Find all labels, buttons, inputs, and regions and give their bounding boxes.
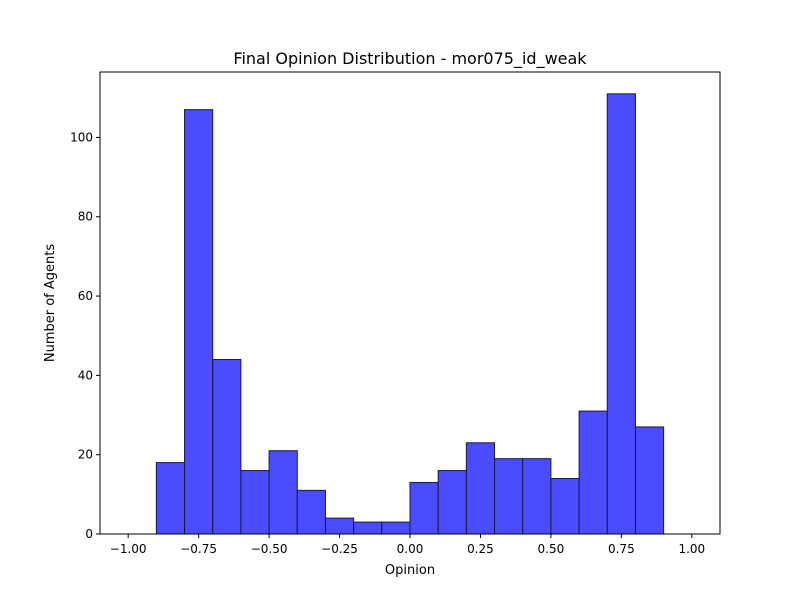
y-tick-label: 100 bbox=[70, 130, 93, 144]
histogram-bar-9 bbox=[409, 481, 439, 535]
y-tick-label: 0 bbox=[85, 527, 93, 541]
y-tick-label: 20 bbox=[78, 448, 93, 462]
histogram-bar-12 bbox=[494, 458, 524, 535]
x-tick-label: 0.00 bbox=[397, 542, 424, 556]
histogram-bar-1 bbox=[184, 109, 214, 535]
histogram-bar-16 bbox=[606, 93, 636, 535]
plot-frame bbox=[99, 71, 721, 535]
y-axis-label: Number of Agents bbox=[43, 244, 58, 362]
x-tick-label: −0.75 bbox=[180, 542, 217, 556]
histogram-bar-4 bbox=[268, 450, 298, 535]
histogram-bar-7 bbox=[353, 521, 383, 535]
x-tick-label: 1.00 bbox=[678, 542, 705, 556]
histogram-bar-0 bbox=[155, 462, 186, 535]
histogram-bar-17 bbox=[634, 426, 665, 535]
x-tick-label: −0.25 bbox=[321, 542, 358, 556]
y-tick-label: 40 bbox=[78, 368, 93, 382]
histogram-bar-2 bbox=[212, 359, 242, 535]
x-tick-label: 0.25 bbox=[467, 542, 494, 556]
x-tick-label: −0.50 bbox=[251, 542, 288, 556]
y-tick-label: 80 bbox=[78, 210, 93, 224]
y-tick-label: 60 bbox=[78, 289, 93, 303]
histogram-bar-6 bbox=[324, 517, 355, 535]
x-tick-label: 0.50 bbox=[538, 542, 565, 556]
histogram-bar-14 bbox=[550, 477, 580, 535]
histogram-bar-3 bbox=[240, 470, 270, 535]
x-axis-label: Opinion bbox=[385, 563, 435, 578]
histogram-bar-8 bbox=[381, 521, 411, 535]
histogram-bar-10 bbox=[437, 470, 467, 535]
y-axis-ticks: 0 20 40 60 80 100 bbox=[70, 130, 100, 541]
histogram-bar-11 bbox=[465, 442, 496, 535]
bars-group bbox=[155, 93, 665, 535]
x-axis-ticks: −1.00 −0.75 −0.50 −0.25 0.00 0.25 0.50 0.75 1.00 bbox=[110, 534, 705, 556]
histogram-bar-5 bbox=[296, 489, 326, 535]
chart-title: Final Opinion Distribution - mor075_id_w… bbox=[233, 49, 587, 69]
histogram-bar-15 bbox=[578, 410, 608, 535]
x-tick-label: 0.75 bbox=[608, 542, 635, 556]
x-tick-label: −1.00 bbox=[110, 542, 147, 556]
histogram-bar-13 bbox=[522, 458, 552, 535]
